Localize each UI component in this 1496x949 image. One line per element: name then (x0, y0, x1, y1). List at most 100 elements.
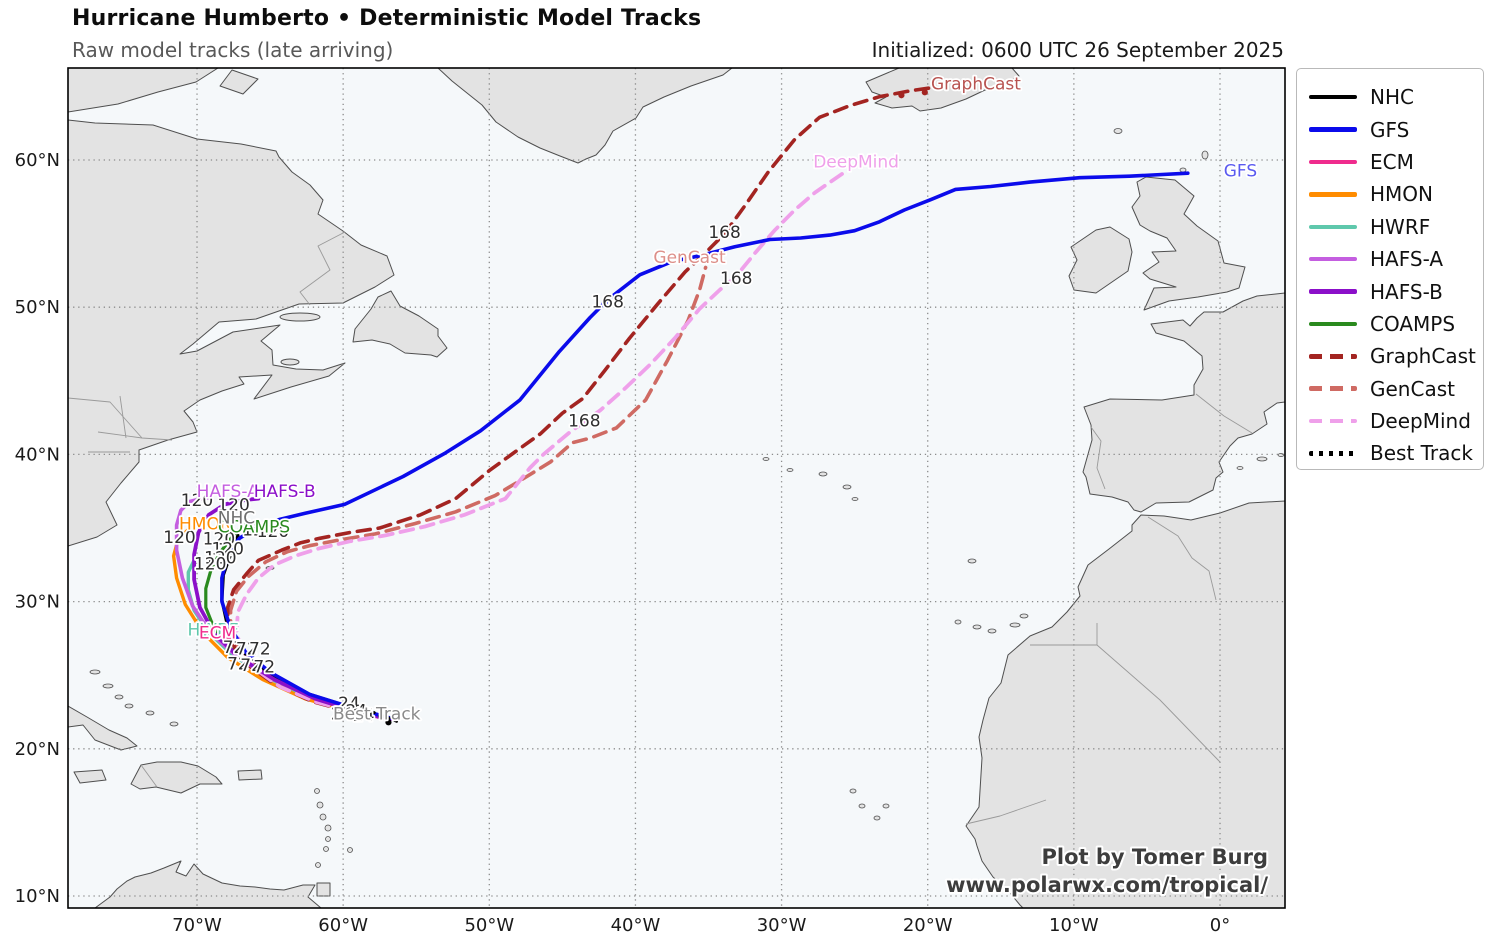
hour-label-24: 24 (345, 702, 367, 722)
land-great-britain (1131, 176, 1246, 311)
hour-label-168: 168 (568, 412, 600, 432)
lon-ticklabel: 20°W (903, 915, 953, 936)
lon-ticklabel: 30°W (757, 915, 807, 936)
hour-label-72: 72 (223, 638, 245, 658)
land-greenland (437, 68, 733, 164)
legend-item-deepmind: DeepMind (1309, 405, 1483, 437)
legend-label: HWRF (1370, 214, 1431, 239)
gridlines (68, 68, 1285, 908)
legend-swatch-solid (1309, 256, 1357, 262)
legend-item-best-track: Best Track (1309, 437, 1483, 469)
legend-swatch-dashed (1309, 418, 1357, 424)
hour-label-120: 120 (257, 522, 289, 542)
legend-swatch-dashed (1309, 386, 1357, 391)
track-point-marker (385, 719, 392, 726)
track-point-marker (601, 299, 608, 306)
land-jamaica (73, 769, 107, 784)
legend-swatch-solid (1309, 94, 1357, 100)
init-timestamp: Initialized: 0600 UTC 26 September 2025 (871, 38, 1284, 62)
legend-label: HMON (1370, 182, 1433, 207)
hour-label-72: 72 (240, 656, 262, 676)
tracks-group (171, 86, 1190, 724)
lon-ticklabel: 10°W (1049, 915, 1099, 936)
map-label-nhc: NHC (218, 509, 255, 529)
lon-ticklabel: 70°W (172, 915, 222, 936)
land-europe (1082, 292, 1285, 513)
legend-swatch-solid (1309, 192, 1357, 197)
hour-label-72: 72 (249, 640, 271, 660)
hour-label-168: 168 (591, 292, 623, 312)
land-ireland (1068, 226, 1133, 294)
lat-ticklabel: 60°N (15, 150, 60, 171)
legend-label: HAFS-B (1370, 279, 1443, 304)
track-graphcast (225, 86, 933, 722)
legend-swatch-dashed (1309, 354, 1357, 359)
legend-label: NHC (1370, 85, 1414, 110)
legend-item-hwrf: HWRF (1309, 211, 1483, 243)
land-hispaniola (130, 761, 223, 794)
legend-item-hafs-b: HAFS-B (1309, 275, 1483, 307)
hour-label-168: 168 (708, 223, 740, 243)
lon-ticklabel: 0° (1210, 915, 1230, 936)
lon-ticklabel: 50°W (464, 915, 514, 936)
plot-frame (67, 67, 1286, 909)
legend-item-graphcast: GraphCast (1309, 340, 1483, 372)
hour-label-120: 120 (242, 520, 274, 540)
land-north-america (68, 119, 395, 547)
hour-label-72: 72 (253, 657, 275, 677)
land-newfoundland (352, 290, 448, 358)
hour-label-120: 120 (163, 528, 195, 548)
lon-ticklabel: 40°W (611, 915, 661, 936)
land-africa (965, 500, 1285, 908)
hour-label-120: 120 (217, 495, 249, 515)
legend: NHC GFS ECM HMON HWRF HAFS-A HAFS-B COAMPS Graph… (1296, 68, 1484, 470)
legend-label: HAFS-A (1370, 247, 1444, 272)
map-label-ecm: ECM (199, 624, 236, 644)
legend-swatch-solid (1309, 224, 1357, 229)
land-iceland (865, 68, 1020, 112)
lon-axis-labels: 70°W 60°W 50°W 40°W 30°W 20°W 10°W 0° (172, 915, 1230, 936)
map-label-coamps: COAMPS (218, 518, 290, 538)
small-islands (89, 128, 1285, 868)
legend-label: GenCast (1370, 376, 1455, 401)
page-title: Hurricane Humberto • Deterministic Model… (72, 6, 702, 31)
land-baffin (68, 68, 219, 113)
track-markers (378, 89, 928, 726)
hour-label-72: 72 (236, 640, 258, 660)
track-point-marker (378, 713, 385, 720)
lon-ticklabel: 60°W (318, 915, 368, 936)
legend-label: COAMPS (1370, 311, 1456, 336)
hour-label-120: 120 (181, 491, 213, 511)
map-label-gfs: GFS (1224, 161, 1257, 181)
legend-item-ecm: ECM (1309, 146, 1483, 178)
legend-label: Best Track (1370, 441, 1473, 466)
legend-swatch-solid (1309, 127, 1357, 132)
map-label-hafs-b: HAFS-B (254, 482, 316, 502)
hour-label-120: 120 (211, 540, 243, 560)
map-label-deepmind: DeepMind (813, 152, 899, 172)
map-label-hafs-a: HAFS-A (197, 482, 259, 502)
track-point-marker (718, 229, 725, 236)
legend-swatch-solid (1309, 321, 1357, 327)
map-label-best-track: Best Track (333, 704, 421, 724)
hour-label-168: 168 (720, 269, 752, 289)
landmasses (68, 68, 1285, 908)
legend-label: GraphCast (1370, 344, 1476, 369)
land-trinidad (316, 882, 331, 897)
legend-item-gencast: GenCast (1309, 373, 1483, 405)
land-cuba (68, 705, 138, 751)
map-label-hwrf: HWRF (188, 621, 239, 641)
legend-item-hmon: HMON (1309, 178, 1483, 210)
track-hmon (171, 521, 392, 722)
legend-swatch-solid (1309, 289, 1357, 294)
land-puerto-rico (237, 769, 263, 781)
map-label-graphcast: GraphCast (931, 74, 1021, 94)
legend-swatch-solid (1309, 159, 1357, 165)
legend-label: ECM (1370, 149, 1414, 174)
legend-item-hafs-a: HAFS-A (1309, 243, 1483, 275)
land-south-america (94, 860, 322, 908)
